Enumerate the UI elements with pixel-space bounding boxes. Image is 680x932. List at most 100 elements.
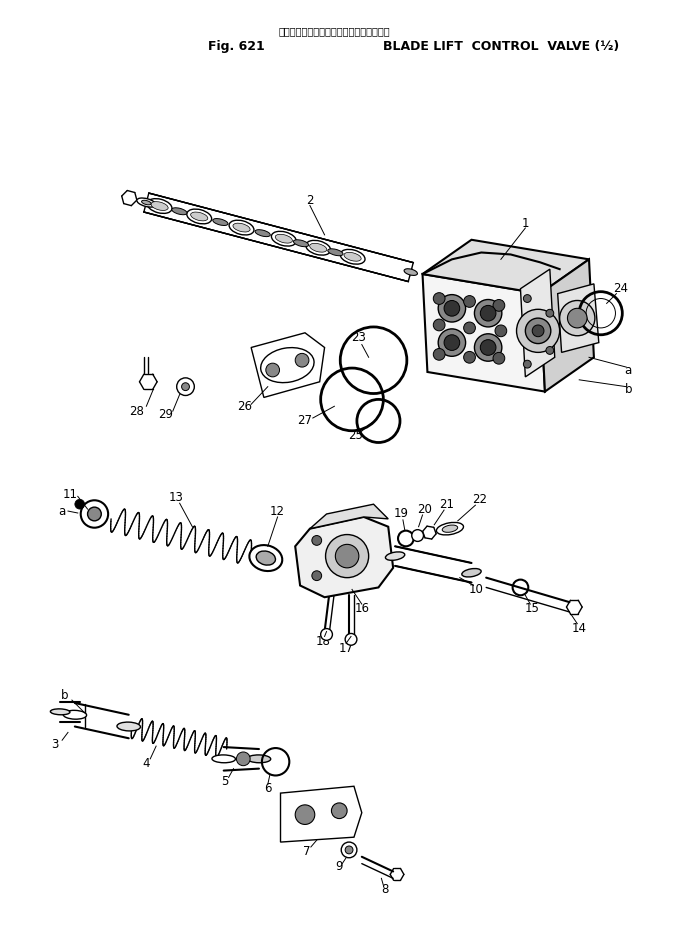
Polygon shape: [281, 787, 362, 843]
Circle shape: [75, 500, 84, 509]
Text: b: b: [624, 383, 632, 396]
Circle shape: [475, 299, 502, 327]
Circle shape: [546, 309, 554, 317]
Ellipse shape: [117, 722, 141, 731]
Text: Fig. 621: Fig. 621: [208, 40, 265, 53]
Circle shape: [524, 295, 531, 303]
Ellipse shape: [462, 569, 481, 577]
Circle shape: [412, 529, 424, 541]
Text: 28: 28: [129, 404, 144, 418]
Text: 5: 5: [221, 774, 228, 788]
Text: 26: 26: [237, 400, 252, 413]
Text: 17: 17: [339, 641, 354, 654]
Polygon shape: [520, 269, 555, 377]
Polygon shape: [310, 504, 388, 528]
Text: 8: 8: [381, 883, 389, 896]
Circle shape: [464, 322, 475, 334]
Ellipse shape: [340, 250, 365, 264]
Ellipse shape: [344, 253, 361, 261]
Ellipse shape: [212, 755, 235, 762]
Circle shape: [480, 339, 496, 355]
Circle shape: [295, 353, 309, 367]
Text: 3: 3: [52, 737, 59, 750]
Ellipse shape: [213, 218, 228, 226]
Circle shape: [524, 361, 531, 368]
Circle shape: [464, 351, 475, 363]
Circle shape: [493, 352, 505, 364]
Circle shape: [480, 306, 496, 321]
Ellipse shape: [141, 200, 151, 205]
Ellipse shape: [256, 551, 275, 565]
Text: 1: 1: [522, 216, 529, 229]
Circle shape: [312, 536, 322, 545]
Circle shape: [326, 535, 369, 578]
Circle shape: [475, 334, 502, 362]
Circle shape: [517, 309, 560, 352]
Ellipse shape: [437, 523, 464, 535]
Circle shape: [444, 335, 460, 350]
Text: 24: 24: [613, 282, 628, 295]
Circle shape: [526, 318, 551, 344]
Ellipse shape: [309, 243, 327, 253]
Ellipse shape: [255, 229, 270, 237]
Circle shape: [438, 329, 466, 356]
Ellipse shape: [50, 709, 70, 715]
Polygon shape: [144, 193, 413, 281]
Text: 21: 21: [439, 498, 454, 511]
Circle shape: [444, 300, 460, 316]
Text: 10: 10: [469, 582, 484, 596]
Polygon shape: [251, 333, 324, 397]
Text: 22: 22: [472, 493, 487, 506]
Polygon shape: [540, 259, 594, 391]
Text: ブレード　リフト　コントロール　バルブ: ブレード リフト コントロール バルブ: [279, 26, 390, 36]
Circle shape: [438, 295, 466, 322]
Text: a: a: [624, 363, 632, 377]
Circle shape: [493, 299, 505, 311]
Circle shape: [295, 805, 315, 825]
Text: 12: 12: [270, 504, 285, 517]
Circle shape: [81, 500, 108, 528]
Text: 6: 6: [264, 782, 271, 795]
Text: 23: 23: [352, 331, 367, 344]
Polygon shape: [295, 517, 393, 597]
Circle shape: [331, 802, 347, 818]
Text: 7: 7: [303, 845, 311, 858]
Polygon shape: [558, 284, 599, 352]
Ellipse shape: [229, 220, 254, 235]
Circle shape: [495, 325, 507, 336]
Circle shape: [345, 846, 353, 854]
Ellipse shape: [250, 545, 282, 571]
Ellipse shape: [172, 208, 187, 214]
Circle shape: [433, 319, 445, 331]
Circle shape: [345, 634, 357, 645]
Circle shape: [546, 347, 554, 354]
Text: 15: 15: [525, 602, 540, 615]
Ellipse shape: [151, 201, 168, 211]
Ellipse shape: [442, 525, 458, 532]
Circle shape: [532, 325, 544, 336]
Circle shape: [88, 507, 101, 521]
Text: 18: 18: [316, 635, 330, 648]
Ellipse shape: [190, 212, 208, 221]
Ellipse shape: [404, 268, 418, 276]
Circle shape: [335, 544, 359, 568]
Text: 13: 13: [168, 491, 183, 504]
Circle shape: [237, 752, 250, 766]
Polygon shape: [422, 274, 545, 391]
Text: 9: 9: [335, 860, 343, 873]
Text: BLADE LIFT  CONTROL  VALVE (½): BLADE LIFT CONTROL VALVE (½): [384, 40, 619, 53]
Circle shape: [464, 295, 475, 308]
Ellipse shape: [187, 209, 211, 224]
Circle shape: [433, 349, 445, 361]
Text: 2: 2: [306, 194, 313, 207]
Text: b: b: [61, 689, 69, 702]
Circle shape: [321, 628, 333, 640]
Text: 11: 11: [63, 487, 78, 500]
Ellipse shape: [293, 240, 309, 247]
Text: 25: 25: [348, 429, 363, 442]
Circle shape: [266, 363, 279, 377]
Text: a: a: [58, 504, 66, 517]
Circle shape: [312, 570, 322, 581]
Circle shape: [560, 300, 595, 336]
Text: 14: 14: [572, 622, 587, 635]
